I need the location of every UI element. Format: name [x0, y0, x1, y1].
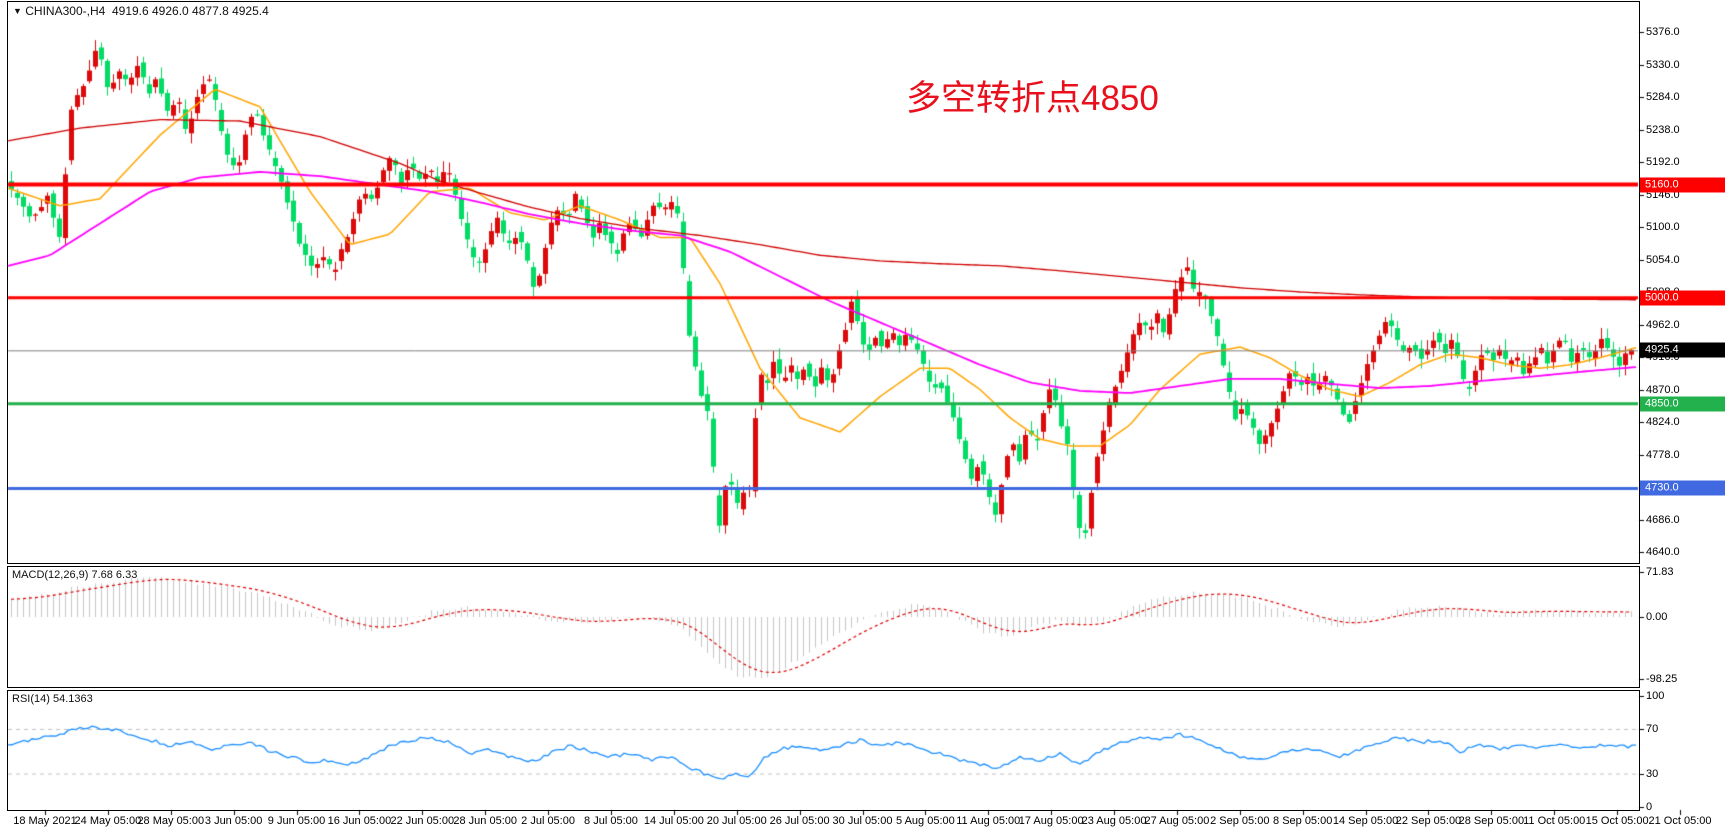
rsi-indicator-label: RSI(14) 54.1363: [12, 693, 93, 705]
time-tick-label: 21 Oct 05:00: [1648, 815, 1712, 827]
time-tick-label: 28 May 05:00: [137, 815, 205, 827]
price-tick-label: 4686.0: [1646, 513, 1680, 526]
price-tick-label: 5330.0: [1646, 58, 1680, 71]
time-tick-label: 8 Jul 05:00: [584, 815, 638, 827]
time-tick-label: 23 Aug 05:00: [1081, 815, 1147, 827]
time-tick-label: 5 Aug 05:00: [896, 815, 955, 827]
hline-label-4850.0: 4850.0: [1640, 396, 1725, 412]
price-tick-label: 5054.0: [1646, 253, 1680, 266]
price-tick-label: 4778.0: [1646, 448, 1680, 461]
time-tick-label: 20 Jul 05:00: [706, 815, 767, 827]
time-tick-label: 28 Jun 05:00: [453, 815, 517, 827]
price-tick-label: 5376.0: [1646, 26, 1680, 38]
rsi-tick-label: 0: [1646, 801, 1653, 813]
time-tick-label: 18 May 2021: [13, 815, 77, 827]
macd-tick-label: 71.83: [1646, 565, 1674, 578]
time-tick-label: 26 Jul 05:00: [769, 815, 830, 827]
time-tick-label: 9 Jun 05:00: [267, 815, 326, 827]
macd-indicator-label: MACD(12,26,9) 7.68 6.33: [12, 569, 138, 581]
rsi-tick-label: 100: [1646, 689, 1665, 702]
time-tick-label: 27 Aug 05:00: [1144, 815, 1210, 827]
time-tick-label: 22 Sep 05:00: [1395, 815, 1462, 827]
time-tick-label: 8 Sep 05:00: [1273, 815, 1333, 827]
price-tick-label: 5100.0: [1646, 221, 1680, 233]
price-tick-label: 4824.0: [1646, 416, 1680, 428]
hline-label-5000.0: 5000.0: [1640, 290, 1725, 306]
time-tick-label: 16 Jun 05:00: [327, 815, 392, 827]
time-tick-label: 3 Jun 05:00: [204, 815, 263, 827]
time-tick-label: 14 Jul 05:00: [643, 815, 704, 827]
price-tick-label: 5192.0: [1646, 156, 1680, 168]
time-tick-label: 11 Oct 05:00: [1523, 815, 1586, 827]
price-tick-label: 4870.0: [1646, 383, 1680, 396]
price-tick-label: 5238.0: [1646, 123, 1680, 136]
symbol-period-label: CHINA300-,H4: [25, 4, 106, 18]
collapse-triangle-icon[interactable]: ▼: [13, 6, 22, 16]
price-tick-label: 5284.0: [1646, 91, 1680, 103]
time-tick-label: 30 Jul 05:00: [832, 815, 893, 827]
time-tick-label: 22 Jun 05:00: [390, 815, 455, 827]
price-tick-label: 4640.0: [1646, 546, 1680, 558]
time-tick-label: 2 Jul 05:00: [521, 815, 575, 827]
time-tick-label: 24 May 05:00: [74, 815, 142, 827]
time-tick-label: 2 Sep 05:00: [1210, 815, 1270, 827]
time-tick-label: 15 Oct 05:00: [1585, 815, 1649, 827]
ohlc-values: 4919.6 4926.0 4877.8 4925.4: [111, 4, 269, 18]
time-tick-label: 14 Sep 05:00: [1332, 815, 1399, 827]
current-price-label: 4925.4: [1640, 342, 1725, 358]
chart-title: ▼ CHINA300-,H4 4919.6 4926.0 4877.8 4925…: [13, 4, 269, 18]
hline-label-4730.0: 4730.0: [1640, 480, 1725, 496]
price-tick-label: 4962.0: [1646, 318, 1680, 331]
macd-tick-label: 0.00: [1646, 611, 1668, 623]
macd-tick-label: -98.25: [1646, 672, 1678, 685]
time-tick-label: 28 Sep 05:00: [1458, 815, 1525, 827]
time-tick-label: 17 Aug 05:00: [1018, 815, 1084, 827]
rsi-tick-label: 70: [1646, 722, 1659, 735]
time-tick-label: 11 Aug 05:00: [956, 815, 1021, 827]
rsi-tick-label: 30: [1646, 767, 1659, 780]
chart-text-annotation: 多空转折点4850: [906, 79, 1159, 118]
hline-label-5160.0: 5160.0: [1640, 177, 1725, 193]
